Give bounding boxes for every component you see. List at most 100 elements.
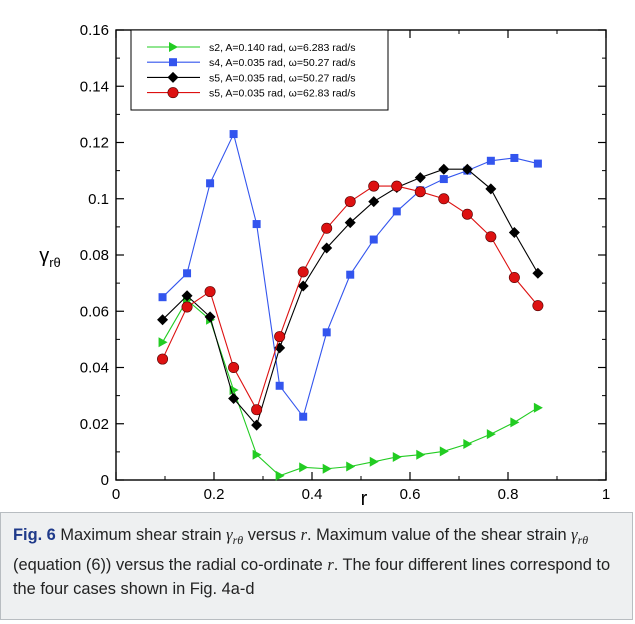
x-tick-label: 0 xyxy=(112,486,120,503)
data-point xyxy=(157,353,169,365)
data-point xyxy=(510,417,520,428)
data-point xyxy=(461,208,473,220)
data-point xyxy=(228,361,240,373)
legend-marker xyxy=(169,58,177,67)
data-point xyxy=(252,449,262,460)
data-point xyxy=(204,286,216,298)
data-point xyxy=(532,300,544,312)
data-point xyxy=(508,271,520,283)
data-point xyxy=(322,463,332,474)
caption-gamma-subscript: rθ xyxy=(232,533,244,547)
data-point xyxy=(414,186,426,198)
x-tick-label: 1 xyxy=(602,486,610,503)
data-point xyxy=(368,196,380,208)
data-point xyxy=(275,381,284,390)
y-tick-label: 0.08 xyxy=(80,247,109,264)
data-point xyxy=(391,180,403,192)
caption-text-4: (equation (6)) versus the radial co-ordi… xyxy=(13,555,328,574)
data-point xyxy=(275,470,285,481)
y-tick-label: 0.06 xyxy=(80,303,109,320)
data-point xyxy=(416,449,426,460)
data-point xyxy=(344,196,356,208)
y-axis-title-main: γ xyxy=(39,245,49,267)
legend-entry: s4, A=0.035 rad, ω=50.27 rad/s xyxy=(147,57,356,69)
data-point xyxy=(485,231,497,243)
legend-label: s5, A=0.035 rad, ω=50.27 rad/s xyxy=(209,72,356,84)
data-point xyxy=(533,159,542,168)
y-tick-label: 0.02 xyxy=(80,416,109,433)
x-tick-label: 0.2 xyxy=(204,486,225,503)
caption-text-1: Maximum shear strain xyxy=(55,526,227,544)
data-point xyxy=(251,404,263,416)
data-point xyxy=(508,227,520,238)
y-axis-title-sub: rθ xyxy=(49,255,61,270)
data-point xyxy=(392,451,402,462)
legend-label: s2, A=0.140 rad, ω=6.283 rad/s xyxy=(209,42,356,54)
x-tick-label: 0.8 xyxy=(498,486,519,503)
y-tick-label: 0.1 xyxy=(88,191,109,208)
data-point xyxy=(369,235,378,244)
data-point xyxy=(438,163,450,175)
legend-entry: s5, A=0.035 rad, ω=62.83 rad/s xyxy=(147,87,356,100)
data-point xyxy=(322,328,331,337)
chart: 0 0.02 0.04 0.06 0.08 0.1 0.12 0.14 0.16 0 0.2 0.4 0… xyxy=(39,22,611,510)
legend-label: s5, A=0.035 rad, ω=62.83 rad/s xyxy=(209,88,356,100)
data-point xyxy=(297,266,309,278)
x-tick-label: 0.6 xyxy=(400,486,421,503)
data-point xyxy=(229,130,238,139)
legend-marker xyxy=(167,87,179,99)
data-point xyxy=(414,172,426,184)
data-point xyxy=(346,461,356,472)
y-tick-label: 0.12 xyxy=(80,135,109,152)
caption-r-symbol: r xyxy=(300,525,307,544)
series-4 xyxy=(157,180,544,416)
data-point xyxy=(252,220,261,229)
data-point xyxy=(439,175,448,184)
caption-gamma-subscript-2: rθ xyxy=(577,533,589,547)
y-tick-label: 0.16 xyxy=(80,22,109,39)
x-tick-label: 0.4 xyxy=(302,486,323,503)
caption-gamma-symbol-2: γ xyxy=(571,525,578,544)
caption-figure-label: Fig. 6 xyxy=(13,526,56,544)
data-point xyxy=(157,314,169,326)
data-point xyxy=(228,392,240,404)
data-point xyxy=(344,217,356,229)
caption-text-2: versus xyxy=(243,526,301,544)
data-point xyxy=(206,179,215,188)
legend-entry: s2, A=0.140 rad, ω=6.283 rad/s xyxy=(147,42,356,54)
data-point xyxy=(158,337,168,348)
data-point xyxy=(299,462,309,473)
y-tick-label: 0.04 xyxy=(80,360,109,377)
data-point xyxy=(181,301,193,313)
legend-marker xyxy=(169,42,178,52)
data-point xyxy=(321,242,333,254)
data-point xyxy=(368,180,380,192)
data-point xyxy=(485,183,497,195)
y-tick-label: 0 xyxy=(101,472,109,489)
data-point xyxy=(369,456,379,467)
caption-gamma-symbol: γ xyxy=(226,525,233,544)
x-axis-title: r xyxy=(361,488,368,510)
caption-text-5: . The four different lines correspond to… xyxy=(13,555,611,599)
data-point xyxy=(439,446,449,457)
series-lines xyxy=(157,130,544,481)
data-point xyxy=(461,163,473,175)
caption-text-3: . Maximum value of the shear strain xyxy=(306,526,572,544)
data-point xyxy=(299,412,308,421)
data-point xyxy=(438,193,450,205)
legend-label: s4, A=0.035 rad, ω=50.27 rad/s xyxy=(209,57,356,69)
caption-r-symbol-2: r xyxy=(327,554,334,574)
y-tick-label: 0.14 xyxy=(80,78,109,95)
legend-entry: s5, A=0.035 rad, ω=50.27 rad/s xyxy=(147,71,356,84)
data-point xyxy=(392,207,401,216)
data-point xyxy=(204,311,216,323)
data-point xyxy=(181,290,193,302)
legend-marker xyxy=(167,71,179,83)
data-point xyxy=(486,156,495,165)
data-point xyxy=(533,402,543,413)
axis-ticks: 0 0.02 0.04 0.06 0.08 0.1 0.12 0.14 0.16 0 0.2 0.4 0… xyxy=(80,22,610,503)
data-point xyxy=(346,270,355,279)
series-3 xyxy=(157,163,544,431)
y-axis-title: γrθ xyxy=(39,245,61,270)
data-point xyxy=(532,267,544,279)
